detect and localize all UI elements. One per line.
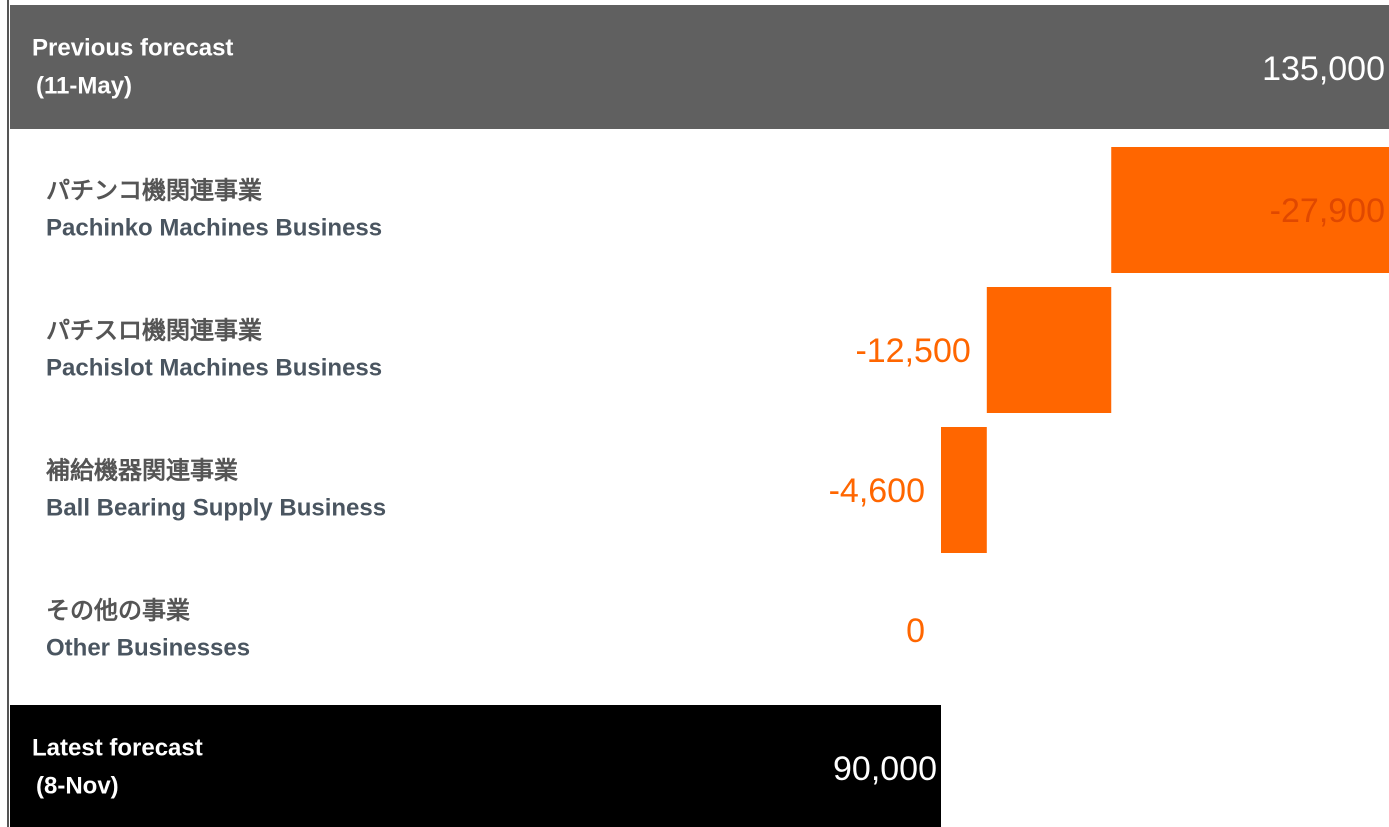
- value-label: 135,000: [1262, 50, 1385, 88]
- category-label: Other Businesses: [46, 634, 250, 661]
- value-label: 90,000: [833, 750, 937, 788]
- category-label: 補給機器関連事業: [45, 456, 238, 484]
- value-label: -12,500: [855, 332, 970, 370]
- delta-bar: [986, 287, 1112, 413]
- category-label: Previous forecast: [32, 34, 233, 61]
- category-label: パチスロ機関連事業: [46, 317, 262, 344]
- category-label: Ball Bearing Supply Business: [46, 494, 386, 521]
- category-label: (11-May): [36, 72, 132, 99]
- delta-bar: [941, 427, 987, 553]
- category-label: Pachinko Machines Business: [46, 214, 382, 241]
- category-label: (8-Nov): [36, 772, 119, 799]
- total-bar: [10, 5, 1389, 129]
- value-label: 0: [906, 612, 925, 650]
- category-label: Pachislot Machines Business: [46, 354, 382, 381]
- value-label: -4,600: [829, 472, 925, 510]
- total-bar: [10, 705, 941, 827]
- delta-bar: [1111, 147, 1389, 273]
- category-label: Latest forecast: [32, 734, 203, 761]
- value-label: -27,900: [1270, 192, 1385, 230]
- category-label: パチンコ機関連事業: [46, 177, 262, 204]
- category-label: その他の事業: [46, 597, 190, 624]
